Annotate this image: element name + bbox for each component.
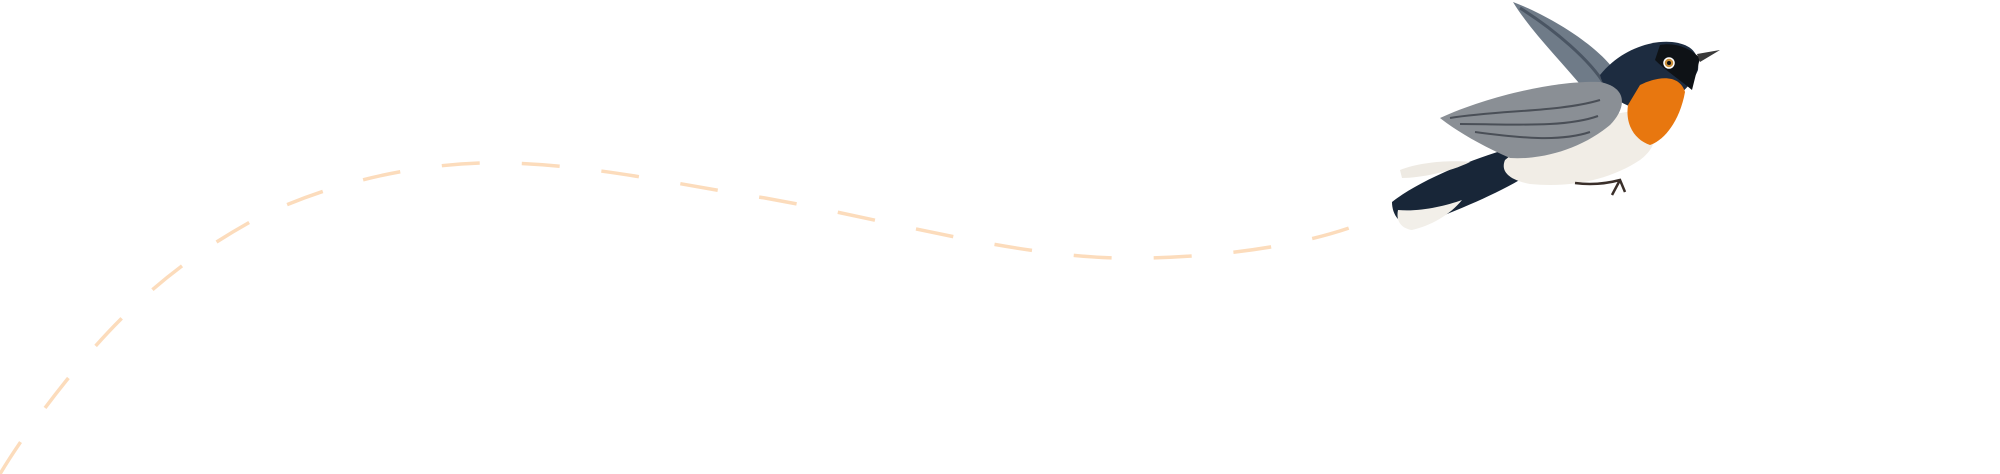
bird-figure	[1392, 2, 1720, 230]
dashed-flight-path	[0, 161, 1353, 474]
